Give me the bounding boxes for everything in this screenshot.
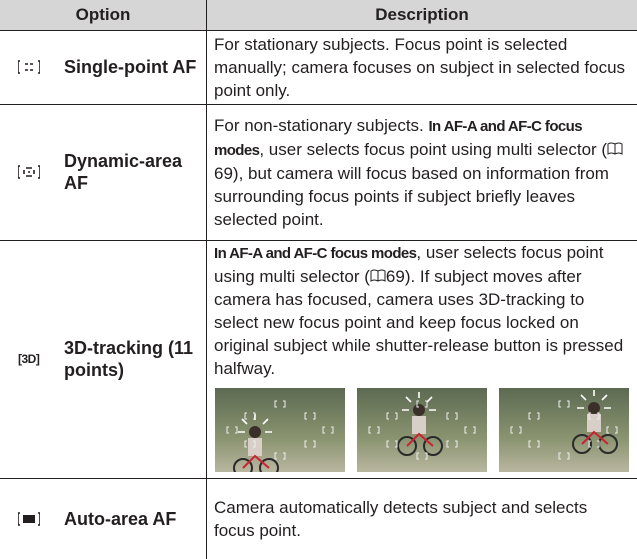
text: For non-stationary subjects. [214, 116, 428, 135]
header-cell: Option [0, 0, 207, 30]
text: For stationary subjects. Focus point is … [214, 35, 625, 100]
option-icon [18, 165, 40, 179]
option-icon: [3D] [18, 352, 39, 366]
page-ref: 69 [386, 267, 405, 286]
option-icon [18, 512, 40, 526]
example-photo [215, 388, 345, 472]
example-photos [207, 380, 637, 478]
description-cell: For stationary subjects. Focus point is … [207, 30, 637, 104]
option-cell: Auto-area AF [0, 478, 207, 559]
option-name: Auto-area AF [64, 508, 200, 530]
example-photo [357, 388, 487, 472]
row: Dynamic-area AF For non-stationary subje… [0, 104, 637, 240]
icon-label: 3D [22, 352, 36, 366]
page: Option Description Single-point AF For s… [0, 0, 637, 546]
text: ), but camera will focus based on inform… [214, 164, 609, 229]
header-row: Option Description [0, 0, 637, 30]
option-cell: [3D] 3D-tracking (11 points) [0, 240, 207, 478]
option-name: Single-point AF [64, 56, 200, 78]
bold-text: In AF-A and AF-C focus modes [214, 245, 416, 262]
option-name: 3D-tracking (11 points) [64, 337, 200, 381]
description: For non-stationary subjects. In AF-A and… [207, 114, 637, 231]
row: [3D] 3D-tracking (11 points) In AF-A and… [0, 240, 637, 478]
description-cell: For non-stationary subjects. In AF-A and… [207, 104, 637, 240]
row: Single-point AF For stationary subjects.… [0, 30, 637, 104]
page-ref: 69 [214, 164, 233, 183]
option-name: Dynamic-area AF [64, 150, 200, 194]
description-cell: In AF-A and AF-C focus modes, user selec… [207, 240, 637, 478]
option-cell: Single-point AF [0, 30, 207, 104]
option-cell: Dynamic-area AF [0, 104, 207, 240]
row: Auto-area AF Camera automatically detect… [0, 478, 637, 559]
book-icon [607, 142, 623, 155]
text: Camera automatically detects subject and… [214, 498, 587, 540]
text: , user selects focus point using multi s… [259, 140, 607, 159]
description-cell: Camera automatically detects subject and… [207, 478, 637, 559]
description: For stationary subjects. Focus point is … [207, 33, 637, 102]
option-icon [18, 60, 40, 74]
example-photo [499, 388, 629, 472]
description: In AF-A and AF-C focus modes, user selec… [207, 241, 637, 380]
description: Camera automatically detects subject and… [207, 496, 637, 542]
header-cell: Description [207, 0, 637, 30]
book-icon [370, 269, 386, 282]
